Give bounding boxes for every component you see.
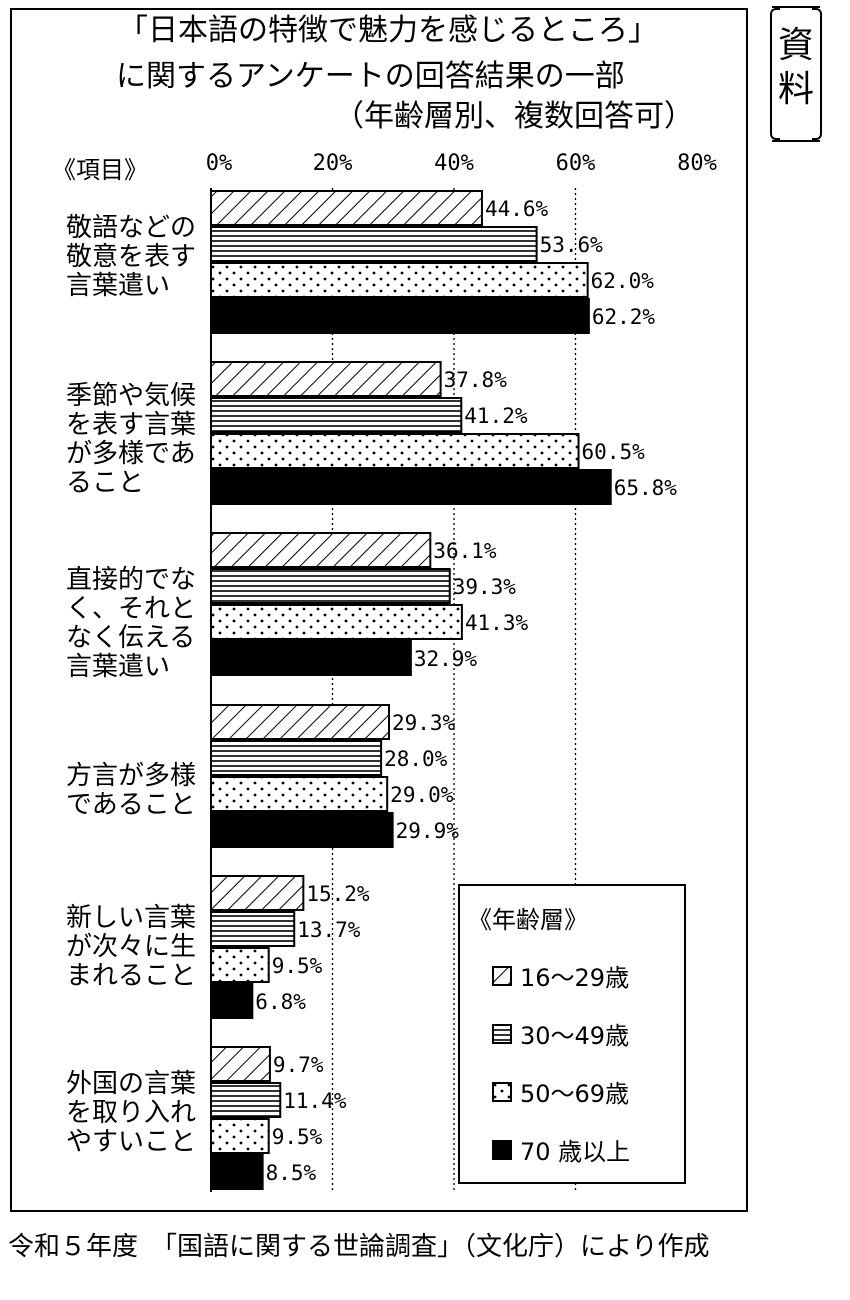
- value-label: 9.5%: [272, 1125, 323, 1149]
- chart-title-line-3: （年齢層別、複数回答可）: [334, 99, 694, 134]
- bar: [210, 469, 612, 505]
- category-label-5: 新しい言葉 が次々に生 まれること: [66, 903, 197, 991]
- bar: [210, 262, 589, 298]
- value-label: 44.6%: [485, 197, 549, 221]
- chart-frame: [10, 8, 748, 1212]
- legend-swatch-lines-icon: [492, 1023, 512, 1044]
- value-label: 29.9%: [396, 819, 460, 843]
- value-label: 41.2%: [464, 404, 528, 428]
- bar: [210, 1154, 264, 1190]
- bar: [210, 704, 390, 740]
- category-label-1: 敬語などの 敬意を表す 言葉遣い: [66, 213, 197, 301]
- chart-title-line-2: に関するアンケートの回答結果の一部: [116, 59, 625, 94]
- category-label-2: 季節や気候 を表す言葉 が多様であ ること: [66, 381, 197, 498]
- value-label: 32.9%: [414, 647, 478, 671]
- bar: [210, 1082, 282, 1118]
- value-label: 29.0%: [390, 783, 454, 807]
- value-label: 62.2%: [592, 305, 656, 329]
- items-header: 《項目》: [52, 156, 148, 184]
- legend-item-16-29: 16～29歳: [492, 958, 629, 993]
- value-label: 36.1%: [433, 539, 497, 563]
- legend-item-30-49: 30～49歳: [492, 1016, 629, 1051]
- value-label: 11.4%: [283, 1089, 347, 1113]
- legend-item-50-69: 50～69歳: [492, 1074, 629, 1109]
- bar: [210, 740, 383, 776]
- bar: [210, 568, 451, 604]
- chart-title-line-1: 「日本語の特徴で魅力を感じるところ」: [118, 13, 658, 48]
- x-axis-ticks: 0% 20% 40% 60% 80%: [206, 151, 717, 176]
- legend: 《年齢層》 16～29歳 30～49歳 50～69歳 70 歳以上: [458, 884, 686, 1184]
- material-label: 資 料: [768, 6, 824, 142]
- value-label: 13.7%: [297, 918, 361, 942]
- value-labels: 44.6% 53.6% 62.0% 62.2% 37.8% 41.2% 60.5% 65.8%…: [255, 197, 677, 1185]
- bar: [210, 532, 432, 568]
- bar: [210, 947, 270, 983]
- value-label: 62.0%: [591, 269, 655, 293]
- bar: [210, 1046, 271, 1082]
- value-label: 28.0%: [384, 747, 448, 771]
- bar: [210, 361, 442, 397]
- value-label: 6.8%: [255, 990, 306, 1014]
- bar: [210, 911, 296, 947]
- legend-title: 《年齢層》: [468, 906, 588, 934]
- category-label-3: 直接的でな く、それと なく伝える 言葉遣い: [66, 565, 197, 682]
- bar: [210, 433, 580, 469]
- value-label: 37.8%: [444, 368, 508, 392]
- value-label: 9.7%: [273, 1053, 324, 1077]
- material-label-char-1: 資: [777, 25, 814, 66]
- value-label: 8.5%: [266, 1161, 317, 1185]
- bars: [210, 190, 612, 1190]
- material-label-char-2: 料: [777, 69, 814, 110]
- bar: [210, 983, 254, 1019]
- bar: [210, 226, 538, 262]
- value-label: 9.5%: [272, 954, 323, 978]
- legend-label-30-49: 30～49歳: [520, 1022, 630, 1050]
- legend-item-70-plus: 70 歳以上: [492, 1132, 630, 1167]
- value-label: 65.8%: [614, 476, 678, 500]
- bar: [210, 640, 412, 676]
- bar: [210, 190, 483, 226]
- legend-label-70-plus: 70 歳以上: [520, 1138, 631, 1166]
- bar: [210, 1118, 270, 1154]
- value-label: 15.2%: [306, 882, 370, 906]
- material-label-bracket: [770, 6, 822, 142]
- x-tick-label: 0%: [206, 151, 233, 176]
- bar: [210, 397, 463, 433]
- legend-swatch-solid-icon: [492, 1139, 512, 1160]
- x-tick-label: 60%: [556, 151, 596, 176]
- bar: [210, 875, 305, 911]
- category-label-4: 方言が多様 であること: [66, 761, 197, 820]
- category-label-6: 外国の言葉 を取り入れ やすいこと: [66, 1069, 197, 1157]
- material-label-text: 資 料: [774, 24, 818, 112]
- bar: [210, 604, 463, 640]
- bar: [210, 812, 394, 848]
- legend-swatch-dots-icon: [492, 1081, 512, 1102]
- source-note: 令和５年度 「国語に関する世論調査」（文化庁）により作成: [8, 1232, 710, 1262]
- value-label: 29.3%: [392, 711, 456, 735]
- legend-label-50-69: 50～69歳: [520, 1080, 630, 1108]
- value-label: 41.3%: [465, 611, 529, 635]
- value-label: 39.3%: [453, 575, 517, 599]
- x-tick-label: 20%: [313, 151, 353, 176]
- bar: [210, 776, 389, 812]
- legend-swatch-diagonal-icon: [492, 965, 512, 986]
- value-label: 60.5%: [582, 440, 646, 464]
- x-tick-label: 40%: [434, 151, 474, 176]
- legend-label-16-29: 16～29歳: [520, 964, 630, 992]
- value-label: 53.6%: [540, 233, 604, 257]
- bar: [210, 298, 590, 334]
- x-tick-label: 80%: [677, 151, 717, 176]
